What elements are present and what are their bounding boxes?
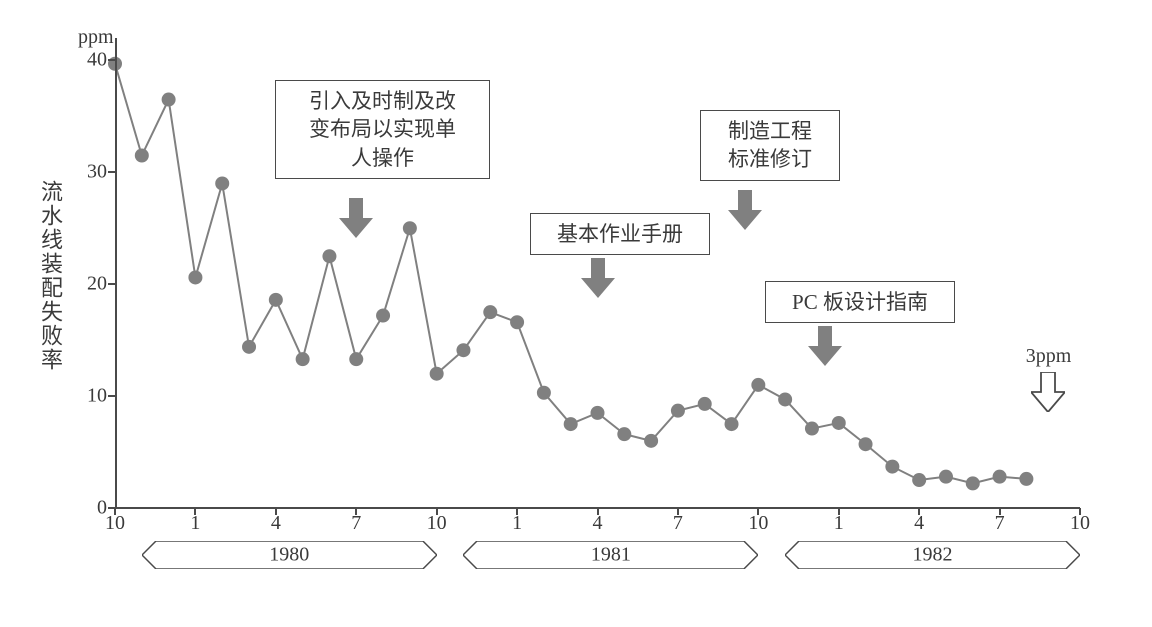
x-tick-label: 10 <box>748 508 768 535</box>
series-marker <box>644 434 658 448</box>
series-marker <box>456 343 470 357</box>
callout-line: PC 板设计指南 <box>792 290 928 314</box>
series-marker <box>832 416 846 430</box>
series-marker <box>403 221 417 235</box>
series-marker <box>966 476 980 490</box>
y-axis-unit: ppm <box>78 26 114 49</box>
series-marker <box>912 473 926 487</box>
series-marker <box>242 340 256 354</box>
series-marker <box>537 386 551 400</box>
y-tick-label: 20 <box>87 273 115 296</box>
y-axis <box>115 38 117 508</box>
callout-box: 引入及时制及改变布局以实现单人操作 <box>275 80 490 179</box>
year-band: 1982 <box>785 541 1080 569</box>
series-marker <box>430 367 444 381</box>
series-marker <box>215 176 229 190</box>
series-marker <box>725 417 739 431</box>
series-marker <box>617 427 631 441</box>
x-tick-label: 4 <box>271 508 281 535</box>
down-arrow-icon <box>581 258 615 298</box>
series-marker <box>698 397 712 411</box>
y-axis-label: 流水线装配失败率 <box>34 180 66 372</box>
series-marker <box>376 309 390 323</box>
series-marker <box>349 352 363 366</box>
y-tick-label: 40 <box>87 49 115 72</box>
y-tick-label: 30 <box>87 161 115 184</box>
down-arrow-outline-icon <box>1031 372 1065 412</box>
year-band: 1981 <box>463 541 758 569</box>
x-tick-label: 1 <box>190 508 200 535</box>
series-marker <box>188 270 202 284</box>
series-marker <box>751 378 765 392</box>
series-marker <box>296 352 310 366</box>
callout-line: 基本作业手册 <box>557 222 683 246</box>
series-marker <box>322 249 336 263</box>
x-tick-label: 4 <box>593 508 603 535</box>
series-marker <box>993 470 1007 484</box>
series-marker <box>135 149 149 163</box>
series-marker <box>671 404 685 418</box>
x-tick-label: 7 <box>673 508 683 535</box>
callout-box: PC 板设计指南 <box>765 281 955 323</box>
callout-line: 制造工程 <box>728 119 812 143</box>
x-tick-label: 10 <box>105 508 125 535</box>
series-marker <box>885 460 899 474</box>
callout-line: 引入及时制及改 <box>309 89 456 113</box>
year-band-label: 1980 <box>269 544 309 567</box>
callout-box: 制造工程标准修订 <box>700 110 840 181</box>
series-marker <box>483 305 497 319</box>
series-marker <box>778 392 792 406</box>
x-tick-label: 7 <box>351 508 361 535</box>
x-tick-label: 1 <box>834 508 844 535</box>
year-band-label: 1982 <box>913 544 953 567</box>
year-band: 1980 <box>142 541 437 569</box>
y-tick-label: 10 <box>87 385 115 408</box>
down-arrow-icon <box>808 326 842 366</box>
series-marker <box>859 437 873 451</box>
series-marker <box>564 417 578 431</box>
series-marker <box>162 93 176 107</box>
series-marker <box>510 315 524 329</box>
chart-container: 流水线装配失败率 ppm 01020304010147101471014710 … <box>0 0 1152 627</box>
x-tick-label: 10 <box>1070 508 1090 535</box>
x-tick-label: 10 <box>427 508 447 535</box>
callout-line: 标准修订 <box>728 147 812 171</box>
series-marker <box>591 406 605 420</box>
callout-line: 变布局以实现单 <box>309 117 456 141</box>
down-arrow-icon <box>728 190 762 230</box>
down-arrow-icon <box>339 198 373 238</box>
year-band-label: 1981 <box>591 544 631 567</box>
x-tick-label: 7 <box>995 508 1005 535</box>
x-tick-label: 4 <box>914 508 924 535</box>
series-marker <box>269 293 283 307</box>
callout-box: 基本作业手册 <box>530 213 710 255</box>
series-marker <box>1019 472 1033 486</box>
series-marker <box>939 470 953 484</box>
x-tick-label: 1 <box>512 508 522 535</box>
callout-line: 人操作 <box>351 146 414 170</box>
series-marker <box>805 422 819 436</box>
final-value-label: 3ppm <box>1026 345 1072 368</box>
